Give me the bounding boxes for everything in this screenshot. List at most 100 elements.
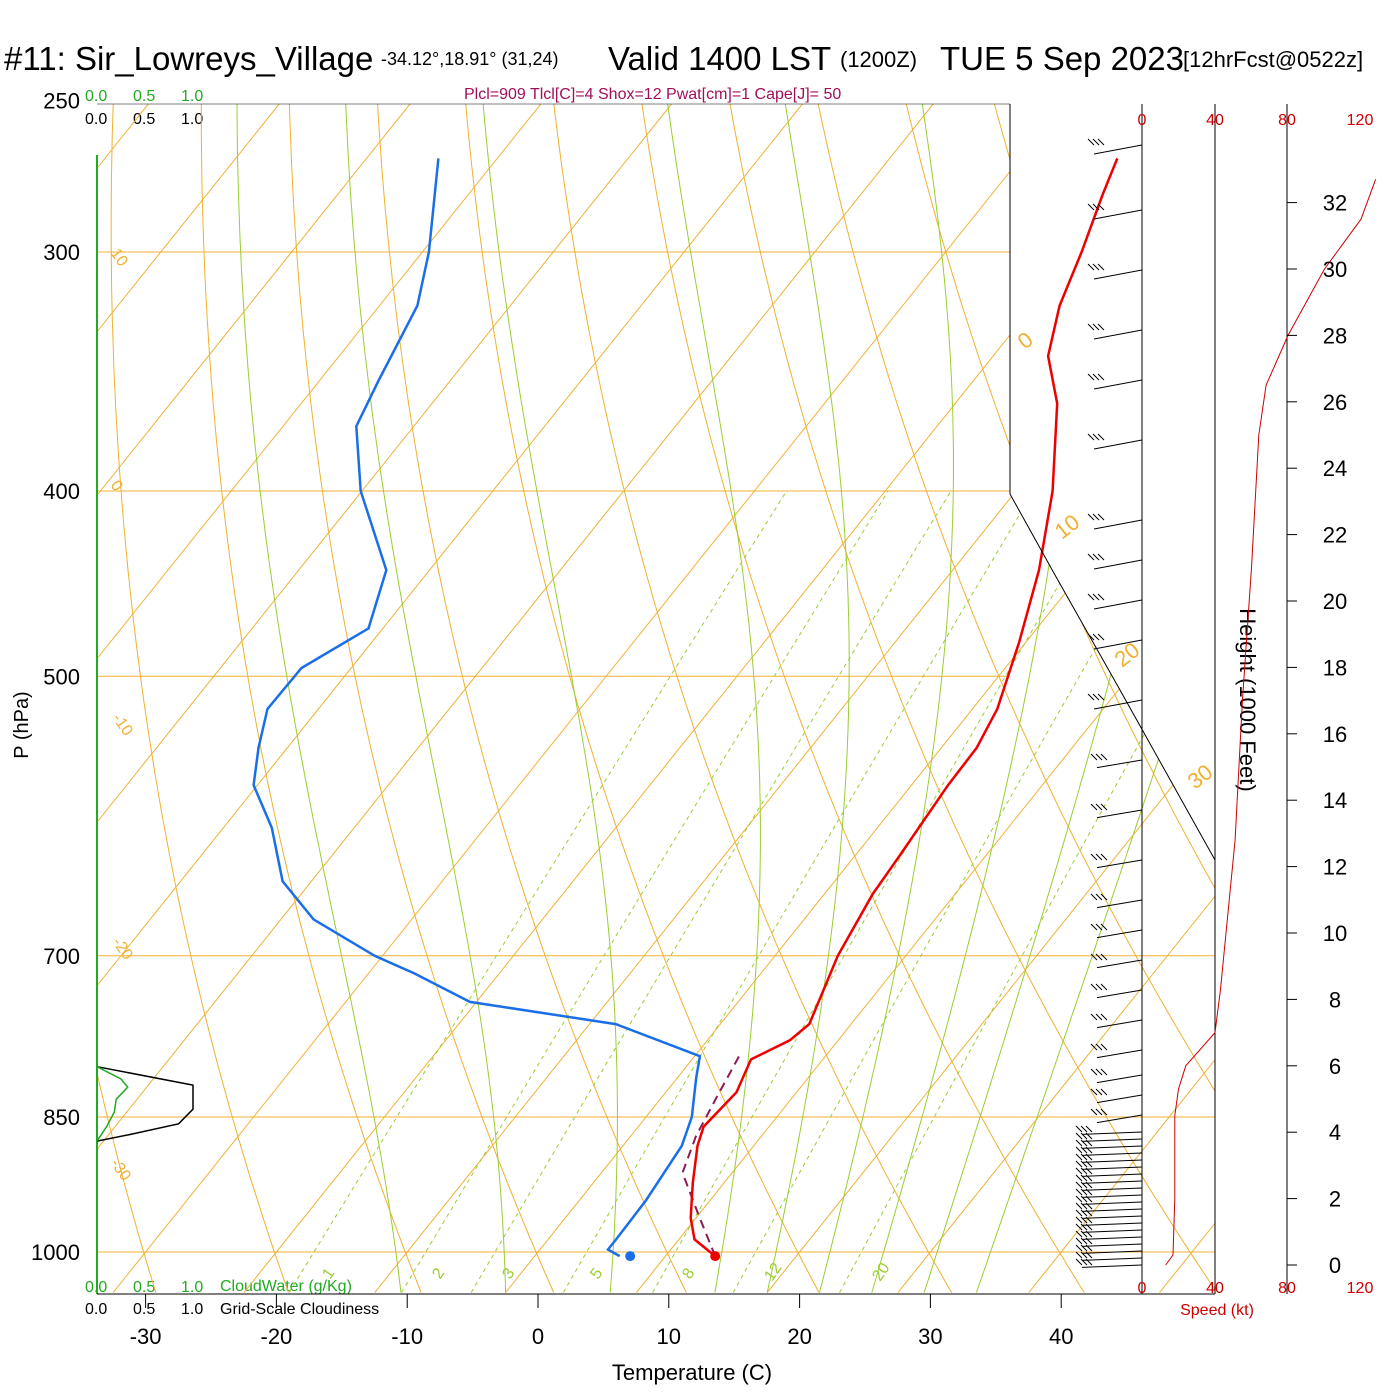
mixing-ratio-line (470, 490, 952, 1293)
wind-barb-flag (1092, 138, 1100, 146)
wind-barb-flag (1092, 593, 1100, 601)
wind-barb-staff (1093, 559, 1143, 570)
wind-barb-staff (1096, 899, 1143, 909)
plot-boundary-line (1009, 493, 1216, 861)
x-tick-label: 10 (657, 1324, 681, 1349)
wind-barb-staff (1081, 1131, 1143, 1135)
x-tick-label: 40 (1049, 1324, 1073, 1349)
top-green-tick: 0.5 (133, 88, 155, 105)
wind-barb-staff (1096, 809, 1143, 819)
height-tick-label: 14 (1323, 788, 1347, 813)
wind-barb-flag (1090, 1108, 1098, 1116)
wind-barb-staff (1093, 144, 1143, 155)
wind-barb-flag (1095, 923, 1103, 931)
height-tick-label: 6 (1329, 1054, 1341, 1079)
x-tick-label: -30 (130, 1324, 162, 1349)
wind-barb-flag (1095, 983, 1103, 991)
wind-barb-flag (1090, 983, 1098, 991)
top-black-tick: 0.5 (133, 111, 155, 128)
wind-barb-flag (1087, 693, 1095, 701)
mixing-ratio-line (839, 490, 1215, 1293)
moist-adiabat-line (923, 104, 1215, 1293)
wind-barb-staff (1093, 639, 1143, 650)
wind-barb-flag (1080, 1125, 1088, 1133)
wind-barb-flag (1100, 893, 1108, 901)
wind-barb-flag (1092, 263, 1100, 271)
wind-barb-flag (1095, 853, 1103, 861)
wind-barb-staff (1093, 599, 1143, 610)
wind-barb-flag (1075, 1167, 1083, 1175)
moist-adiabat-line (479, 104, 618, 1293)
isotherm-line (97, 104, 572, 1293)
wind-barb-flag (1092, 633, 1100, 641)
wind-barb-flag (1100, 923, 1108, 931)
wind-barb-flag (1087, 373, 1095, 381)
mixing-ratio-label: 20 (869, 1260, 893, 1284)
wind-barb-flag (1090, 1043, 1098, 1051)
dry-adiabat-line (288, 104, 555, 1293)
wind-barb-flag (1087, 513, 1095, 521)
wind-barb-flag (1075, 1188, 1083, 1196)
height-tick-label: 0 (1329, 1253, 1341, 1278)
wind-barb-flag (1090, 893, 1098, 901)
isotherm-line (766, 104, 1215, 1293)
wind-barb-flag (1100, 1068, 1108, 1076)
wind-barb-staff (1081, 1138, 1143, 1142)
station-coords: -34.12°,18.91° (31,24) (381, 49, 559, 69)
bottom-black-tick: 1.0 (181, 1301, 203, 1318)
bottom-cloudiness-scale: 0.0 0.5 1.0 Grid-Scale Cloudiness (85, 1301, 379, 1318)
height-tick-label: 24 (1323, 456, 1347, 481)
mixing-ratio-line (732, 490, 1187, 1293)
wind-barb-flag (1087, 323, 1095, 331)
stability-indices: Plcl=909 Tlcl[C]=4 Shox=12 Pwat[cm]=1 Ca… (464, 86, 841, 103)
isotherm-label: -10 (109, 711, 136, 740)
isotherm-line (97, 104, 179, 1293)
wind-barb-staff (1081, 1215, 1143, 1219)
height-tick-label: 20 (1323, 589, 1347, 614)
dry-adiabat-line (549, 104, 953, 1293)
wind-barb-staff (1096, 1049, 1143, 1059)
y-tick-label: 250 (43, 89, 80, 114)
wind-barb-staff (1081, 1173, 1143, 1177)
wind-barb-flag (1075, 1251, 1083, 1259)
dry-adiabat-line (723, 104, 1215, 1293)
valid-time: Valid 1400 LST (608, 40, 831, 77)
bottom-cloudwater-scale: 0.0 0.5 1.0 CloudWater (g/Kg) (85, 1278, 352, 1296)
sounding-profiles (252, 157, 1119, 1262)
isotherm-line (243, 104, 1215, 1293)
wind-barb-flag (1092, 323, 1100, 331)
speed-tick-top: 80 (1278, 112, 1296, 129)
wind-barb-flag (1100, 1013, 1108, 1021)
wind-barb-flag (1097, 513, 1105, 521)
wind-barb-flag (1097, 373, 1105, 381)
top-green-tick: 1.0 (181, 88, 203, 105)
dry-adiabat-line (1158, 104, 1215, 1293)
dry-adiabat-label: 0 (1013, 327, 1038, 354)
speed-tick-top: 120 (1347, 112, 1374, 129)
height-tick-label: 12 (1323, 855, 1347, 880)
wind-barb-staff (1081, 1229, 1143, 1233)
isotherm-line (897, 104, 1215, 1293)
height-tick-label: 26 (1323, 390, 1347, 415)
dry-adiabat-line (0, 67, 23, 1293)
top-cloudwater-scale: 0.0 0.5 1.0 (85, 88, 203, 105)
moist-adiabat-line (662, 104, 761, 1293)
moist-adiabat-line (236, 104, 402, 1293)
wind-speed-profile (1165, 179, 1377, 1266)
isotherm-line (97, 104, 702, 1293)
wind-barb-flag (1100, 753, 1108, 761)
wind-barb-flag (1100, 1108, 1108, 1116)
mixing-ratio-label: 12 (761, 1260, 785, 1284)
wind-barb-staff (1096, 959, 1143, 969)
wind-barb-flag (1092, 433, 1100, 441)
wind-barb-flag (1087, 263, 1095, 271)
wind-barb-flag (1075, 1237, 1083, 1245)
wind-barb-flag (1087, 203, 1095, 211)
wind-barb-flag (1097, 693, 1105, 701)
isotherm-label: -20 (109, 935, 136, 964)
wind-barb-flag (1075, 1153, 1083, 1161)
wind-barb-staff (1096, 859, 1143, 869)
wind-barb-flag (1095, 1013, 1103, 1021)
y-tick-label: 500 (43, 664, 80, 689)
wind-barb-flag (1075, 1258, 1083, 1266)
